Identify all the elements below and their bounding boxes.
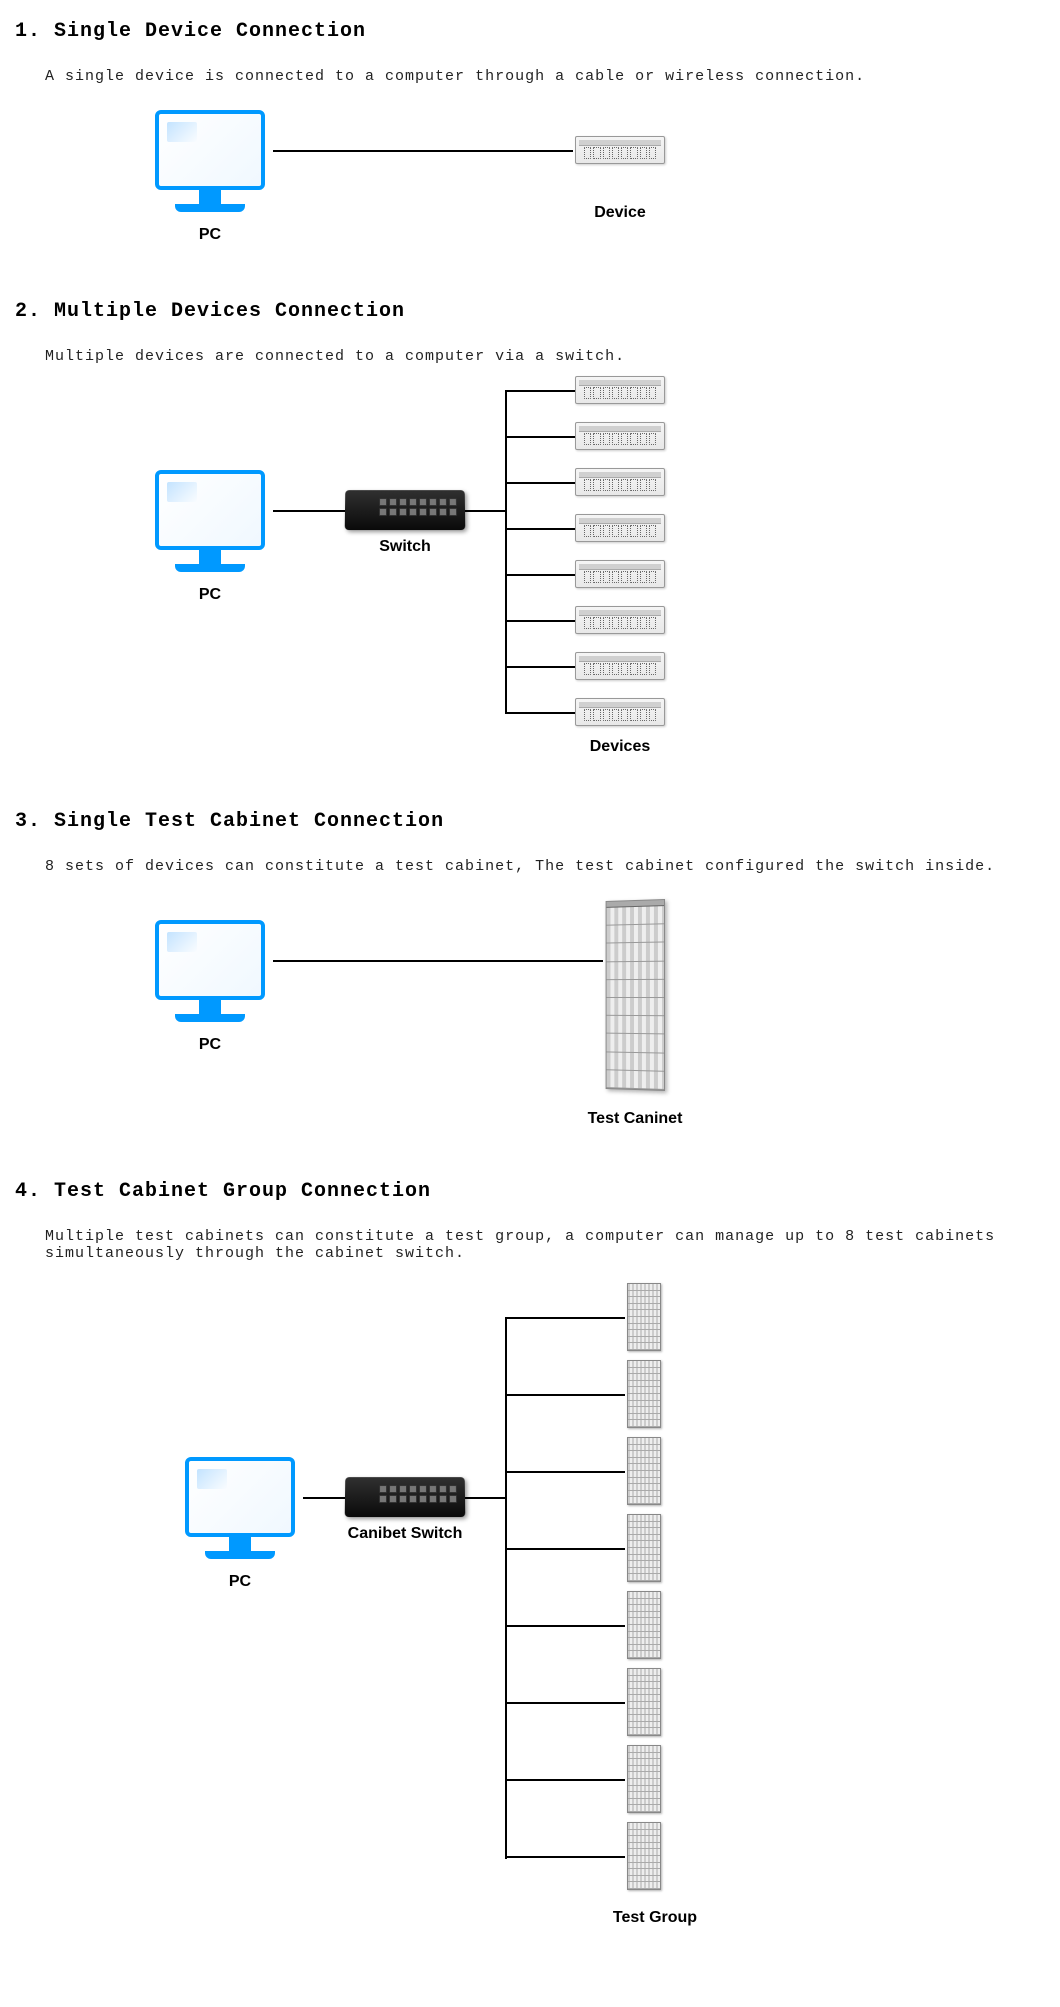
bus-vertical <box>505 390 507 712</box>
mini-cabinet-icon <box>627 1514 661 1582</box>
branch-line <box>505 1471 625 1473</box>
device-icon <box>575 376 665 404</box>
line-switch-bus <box>465 1497 505 1499</box>
switch-icon: Switch <box>345 490 465 556</box>
branch-line <box>505 574 575 576</box>
pc-label: PC <box>155 586 265 604</box>
section-multiple-devices: 2. Multiple Devices Connection Multiple … <box>15 300 1045 770</box>
cabinet-icon: Test Caninet <box>605 900 700 1128</box>
bus-vertical <box>505 1317 507 1859</box>
device-icon <box>575 514 665 542</box>
device-icon <box>575 468 665 496</box>
branch-line <box>505 1548 625 1550</box>
section-single-cabinet: 3. Single Test Cabinet Connection 8 sets… <box>15 810 1045 1140</box>
mini-cabinet-icon <box>627 1745 661 1813</box>
device-icon <box>575 560 665 588</box>
line-pc-switch <box>273 510 345 512</box>
branch-line <box>505 1856 625 1858</box>
section-4-desc: Multiple test cabinets can constitute a … <box>45 1228 1045 1262</box>
device-icon <box>575 698 665 726</box>
section-cabinet-group: 4. Test Cabinet Group Connection Multipl… <box>15 1180 1045 1947</box>
mini-cabinet-icon <box>627 1591 661 1659</box>
section-3-title: 3. Single Test Cabinet Connection <box>15 810 1045 833</box>
diagram-4: PC Canibet Switch Test Group <box>45 1287 1045 1947</box>
switch-label: Canibet Switch <box>345 1525 465 1543</box>
section-2-desc: Multiple devices are connected to a comp… <box>45 348 1045 365</box>
mini-cabinet-icon <box>627 1668 661 1736</box>
cabinet-label: Test Caninet <box>570 1110 700 1128</box>
pc-icon: PC <box>155 920 265 1054</box>
device-icon: Device <box>575 136 665 222</box>
diagram-2: PC Switch Devices <box>45 390 1045 770</box>
branch-line <box>505 1394 625 1396</box>
switch-icon: Canibet Switch <box>345 1477 465 1543</box>
section-3-desc: 8 sets of devices can constitute a test … <box>45 858 1045 875</box>
branch-line <box>505 712 575 714</box>
switch-label: Switch <box>345 538 465 556</box>
section-1-desc: A single device is connected to a comput… <box>45 68 1045 85</box>
device-label: Device <box>575 204 665 222</box>
device-icon <box>575 606 665 634</box>
pc-icon: PC <box>155 470 265 604</box>
device-icon <box>575 422 665 450</box>
branch-line <box>505 482 575 484</box>
devices-label: Devices <box>575 738 665 756</box>
section-single-device: 1. Single Device Connection A single dev… <box>15 20 1045 260</box>
diagram-3: PC Test Caninet <box>45 900 1045 1140</box>
mini-cabinet-icon <box>627 1822 661 1890</box>
branch-line <box>505 436 575 438</box>
branch-line <box>505 390 575 392</box>
line-switch-bus <box>465 510 505 512</box>
branch-line <box>505 528 575 530</box>
section-2-title: 2. Multiple Devices Connection <box>15 300 1045 323</box>
mini-cabinet-icon <box>627 1360 661 1428</box>
pc-icon: PC <box>185 1457 295 1591</box>
connection-line <box>273 150 573 152</box>
group-label: Test Group <box>595 1909 715 1927</box>
branch-line <box>505 666 575 668</box>
branch-line <box>505 1625 625 1627</box>
device-icon <box>575 652 665 680</box>
branch-line <box>505 1702 625 1704</box>
diagram-1: PC Device <box>45 110 1045 260</box>
section-4-title: 4. Test Cabinet Group Connection <box>15 1180 1045 1203</box>
pc-label: PC <box>155 226 265 244</box>
branch-line <box>505 620 575 622</box>
branch-line <box>505 1317 625 1319</box>
pc-label: PC <box>155 1036 265 1054</box>
line-pc-switch <box>303 1497 345 1499</box>
pc-icon: PC <box>155 110 265 244</box>
section-1-title: 1. Single Device Connection <box>15 20 1045 43</box>
branch-line <box>505 1779 625 1781</box>
mini-cabinet-icon <box>627 1283 661 1351</box>
mini-cabinet-icon <box>627 1437 661 1505</box>
line-pc-cabinet <box>273 960 603 962</box>
pc-label: PC <box>185 1573 295 1591</box>
